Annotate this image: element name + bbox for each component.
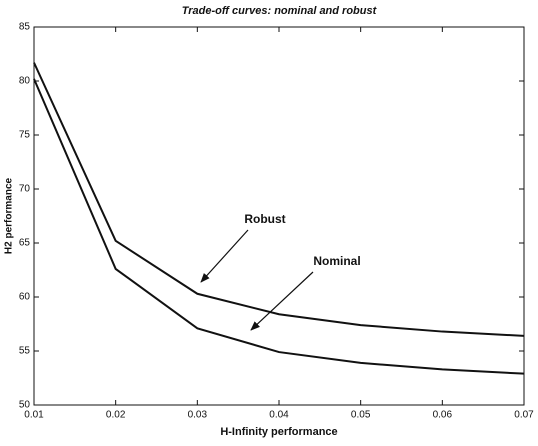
series-line xyxy=(33,78,525,375)
x-tick-label: 0.07 xyxy=(514,410,534,421)
y-tick-label: 55 xyxy=(19,346,31,357)
y-tick-label: 65 xyxy=(19,238,31,249)
annotation-arrow xyxy=(200,229,249,283)
chart-title: Trade-off curves: nominal and robust xyxy=(182,5,378,17)
y-tick-label: 50 xyxy=(19,400,31,411)
x-tick-label: 0.04 xyxy=(269,410,289,421)
x-tick-label: 0.03 xyxy=(188,410,208,421)
y-tick-label: 75 xyxy=(19,130,31,141)
y-tick-label: 85 xyxy=(19,22,31,33)
x-tick-label: 0.02 xyxy=(106,410,126,421)
x-tick-label: 0.06 xyxy=(433,410,453,421)
y-tick-label: 80 xyxy=(19,76,31,87)
x-tick-label: 0.01 xyxy=(24,410,44,421)
annotation: Robust xyxy=(244,212,285,226)
y-axis-label: H2 performance xyxy=(4,177,15,254)
annotation-arrow xyxy=(250,271,314,331)
annotation: Nominal xyxy=(313,254,360,268)
x-axis-label: H-Infinity performance xyxy=(220,426,337,438)
y-tick-label: 60 xyxy=(19,292,31,303)
y-tick-label: 70 xyxy=(19,184,31,195)
series-line xyxy=(33,62,525,337)
x-tick-label: 0.05 xyxy=(351,410,371,421)
